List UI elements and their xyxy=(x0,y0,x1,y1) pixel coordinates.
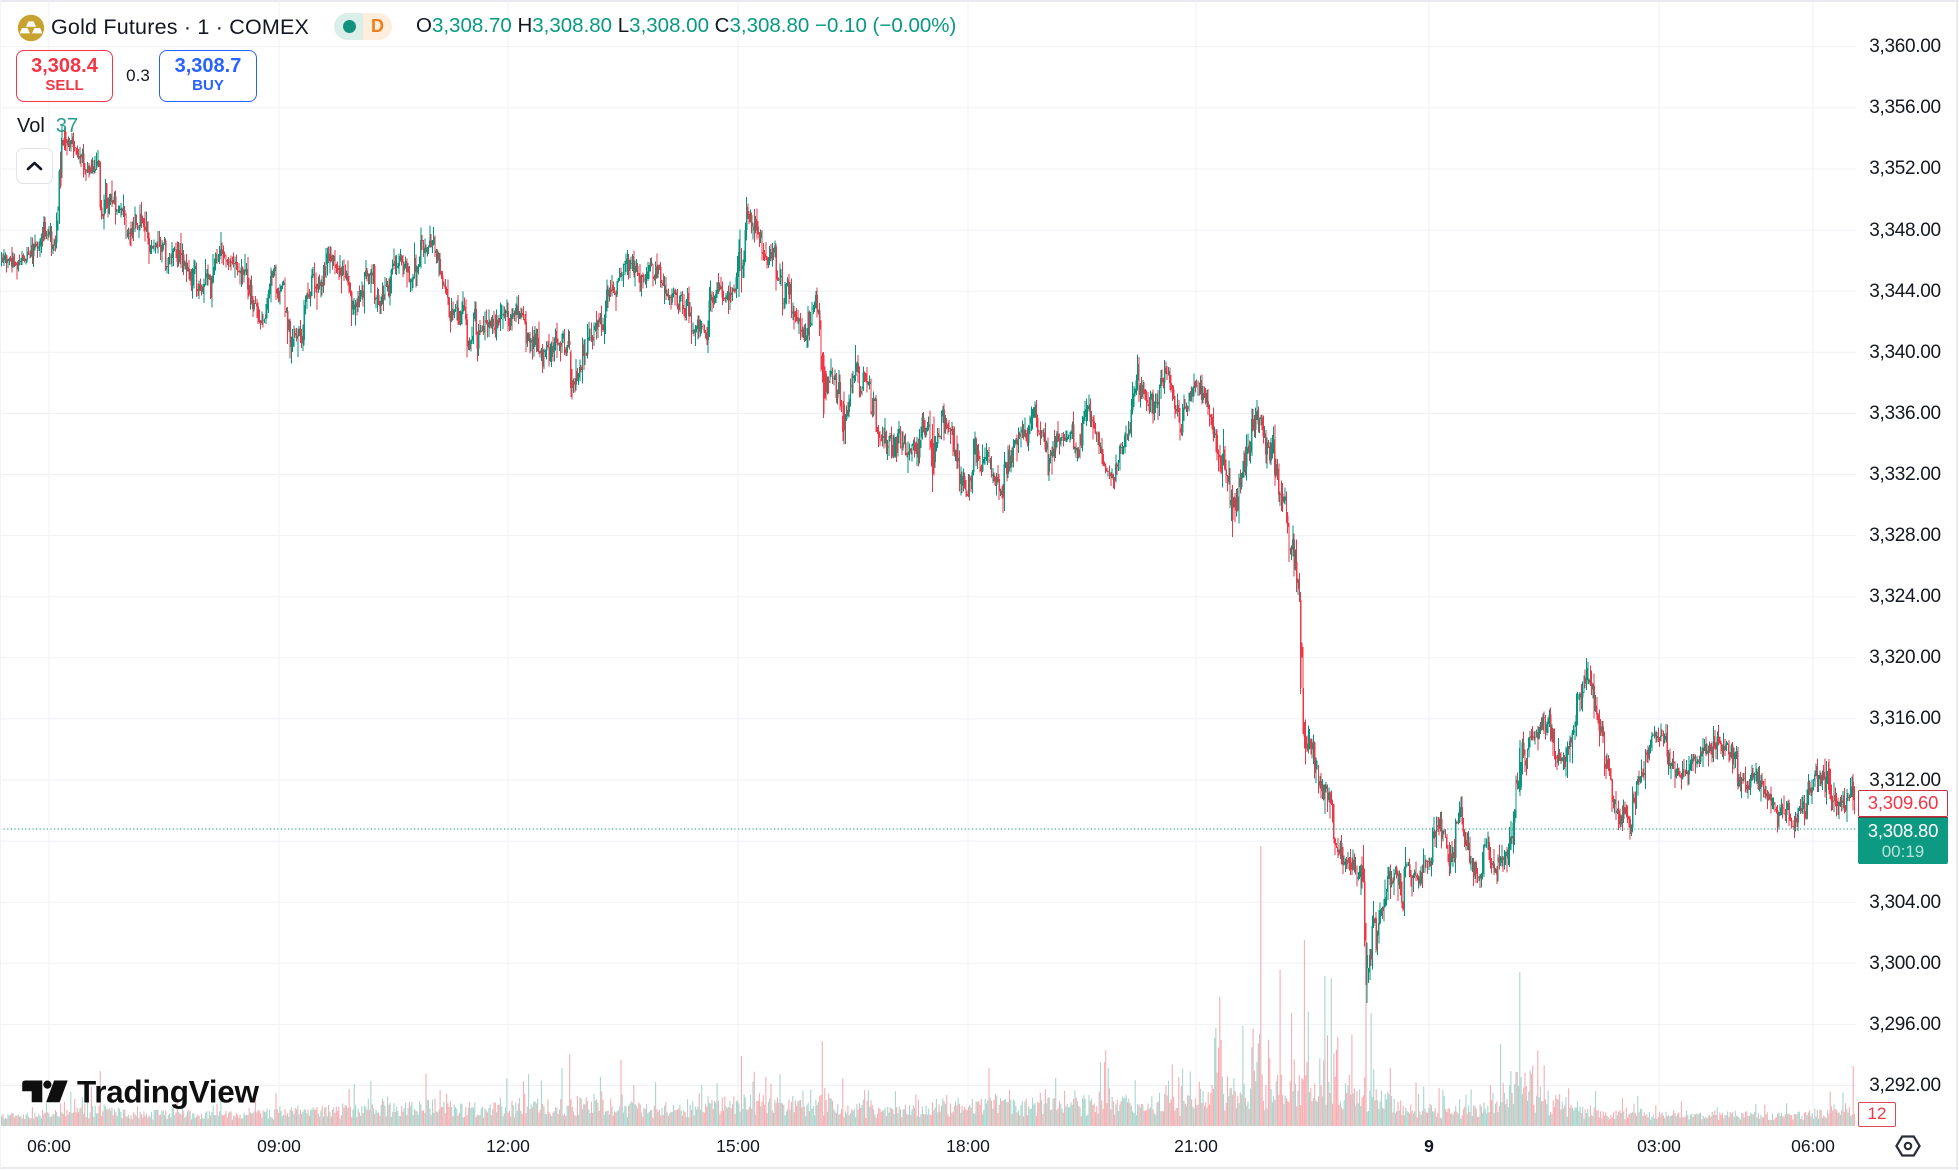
svg-text:TradingView: TradingView xyxy=(77,1078,259,1110)
